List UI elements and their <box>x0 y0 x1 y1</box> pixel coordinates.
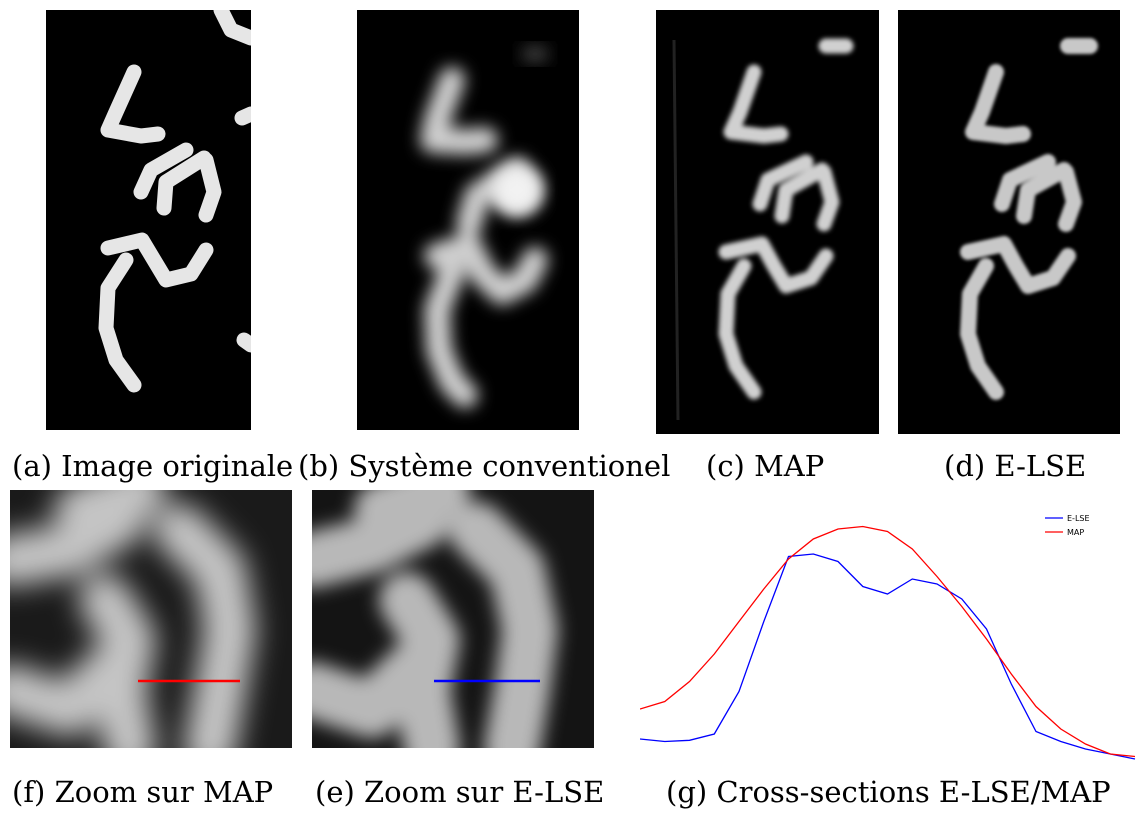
panel-zoom-e-lse <box>312 490 594 748</box>
map-image-chromosomes <box>672 38 854 421</box>
caption-c: (c) MAP <box>706 449 825 483</box>
cross-section-chart-svg: E-LSE MAP <box>639 514 1136 760</box>
caption-d: (d) E-LSE <box>944 449 1087 483</box>
series-line-e-lse <box>639 553 1136 760</box>
original-image-chromosomes <box>98 10 251 393</box>
zoom-e-lse-image <box>312 490 594 748</box>
caption-b: (b) Système conventionel <box>298 449 671 483</box>
caption-e: (e) Zoom sur E-LSE <box>315 775 605 809</box>
panel-e-lse <box>898 10 1120 434</box>
caption-g: (g) Cross-sections E-LSE/MAP <box>666 775 1111 809</box>
caption-a: (a) Image originale <box>12 449 294 483</box>
panel-conventional-system <box>357 10 579 430</box>
series-line-map <box>639 525 1136 758</box>
panel-original-image <box>46 10 251 430</box>
conventional-image-chromosomes <box>420 46 549 408</box>
caption-f: (f) Zoom sur MAP <box>12 775 274 809</box>
legend-label: E-LSE <box>1067 514 1090 523</box>
zoom-map-image <box>10 490 292 748</box>
legend-label: MAP <box>1067 528 1084 537</box>
cross-section-chart: E-LSE MAP <box>639 495 1137 765</box>
panel-zoom-map <box>10 490 292 748</box>
chart-legend: E-LSE MAP <box>1045 514 1090 537</box>
e-lse-image-chromosomes <box>960 38 1098 400</box>
panel-map <box>656 10 879 434</box>
